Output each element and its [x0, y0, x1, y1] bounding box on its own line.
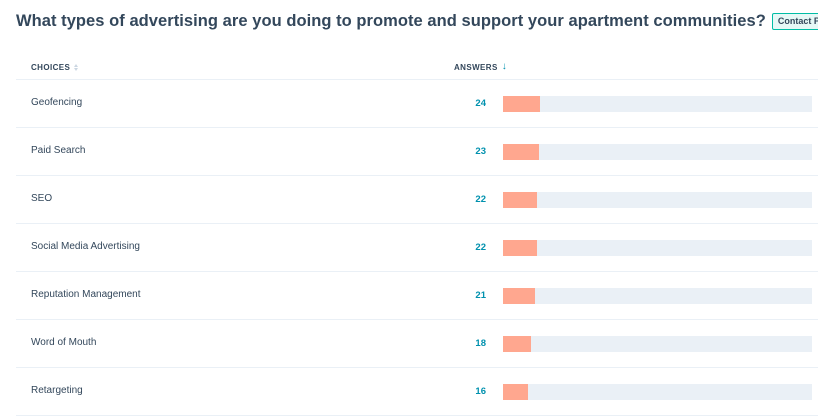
answer-count[interactable]: 23 — [475, 146, 486, 157]
choice-label: Retargeting — [31, 385, 83, 396]
answer-count[interactable]: 22 — [475, 242, 486, 253]
choice-label: Paid Search — [31, 145, 86, 156]
answer-bar-fill — [503, 384, 528, 400]
answer-bar-fill — [503, 240, 537, 256]
answer-bar-track — [503, 144, 812, 160]
table-row: SEO 22 — [16, 176, 818, 224]
answer-bar-fill — [503, 192, 537, 208]
choice-label: Geofencing — [31, 97, 83, 108]
answer-bar-track — [503, 336, 812, 352]
answers-table: CHOICES ANSWERS ↓ Geofencing 24 Paid Searc… — [16, 55, 818, 416]
table-row: Paid Search 23 — [16, 128, 818, 176]
answer-bar-fill — [503, 288, 536, 304]
answer-count[interactable]: 21 — [475, 290, 486, 301]
table-row: Retargeting 16 — [16, 368, 818, 416]
answer-count[interactable]: 16 — [475, 386, 486, 397]
answer-count[interactable]: 22 — [475, 194, 486, 205]
answer-bar-fill — [503, 336, 531, 352]
table-row: Word of Mouth 18 — [16, 320, 818, 368]
answer-count[interactable]: 24 — [475, 98, 486, 109]
choice-label: Word of Mouth — [31, 337, 97, 348]
choice-label: Social Media Advertising — [31, 241, 140, 252]
table-body: Geofencing 24 Paid Search 23 SEO 22 Social Med… — [16, 80, 818, 416]
table-row: Social Media Advertising 22 — [16, 224, 818, 272]
table-row: Reputation Management 21 — [16, 272, 818, 320]
answer-bar-track — [503, 192, 812, 208]
choice-label: SEO — [31, 193, 53, 204]
choices-column-header[interactable]: CHOICES — [31, 62, 79, 72]
answer-bar-track — [503, 240, 812, 256]
sort-descending-icon: ↓ — [501, 61, 508, 72]
sort-neutral-icon — [74, 62, 79, 72]
choice-label: Reputation Management — [31, 289, 141, 300]
table-row: Geofencing 24 — [16, 80, 818, 128]
answer-bar-track — [503, 288, 812, 304]
question-title: What types of advertising are you doing … — [16, 12, 766, 30]
property-tag[interactable]: Contact Property — [771, 13, 818, 30]
answers-column-header[interactable]: ANSWERS ↓ — [454, 62, 507, 72]
answer-bar-fill — [503, 96, 541, 112]
answers-column-label: ANSWERS — [454, 62, 498, 72]
answer-count[interactable]: 18 — [475, 338, 486, 349]
answer-bar-track — [503, 384, 812, 400]
choices-column-label: CHOICES — [31, 62, 71, 72]
answer-bar-fill — [503, 144, 539, 160]
answer-bar-track — [503, 96, 812, 112]
question-header: What types of advertising are you doing … — [16, 12, 818, 31]
table-header: CHOICES ANSWERS ↓ — [16, 55, 818, 80]
